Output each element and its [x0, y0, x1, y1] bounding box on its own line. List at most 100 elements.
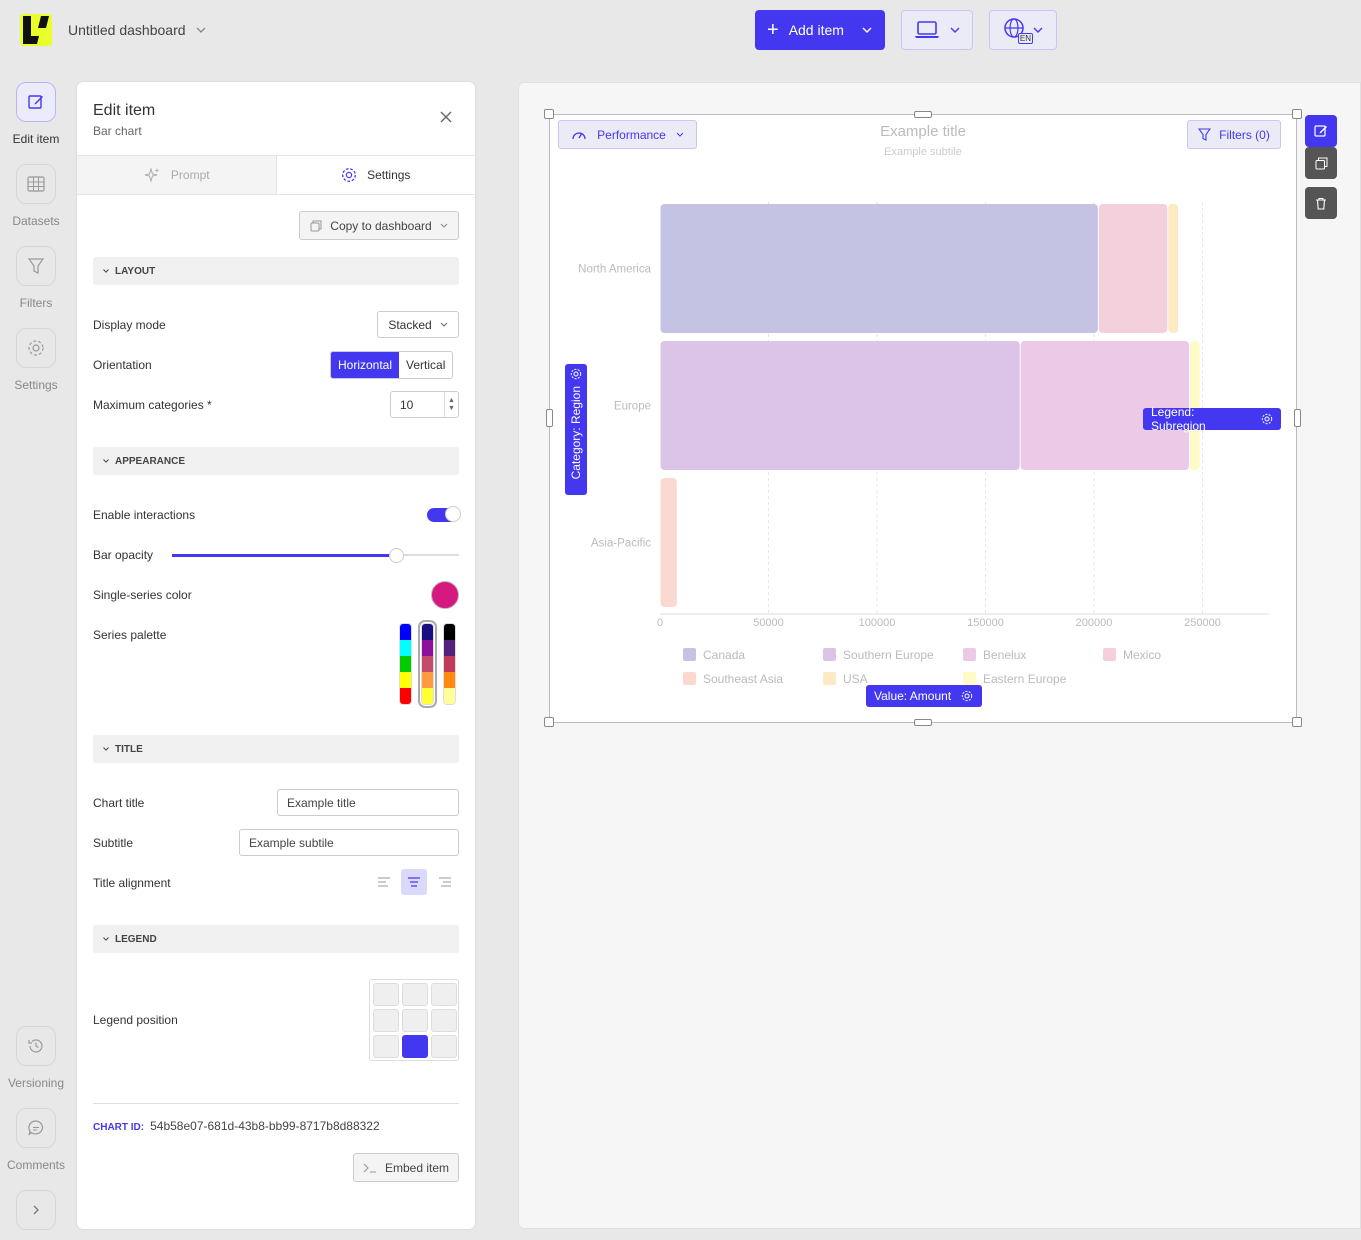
resize-handle-bottom-left[interactable]	[544, 717, 554, 727]
single-series-color-swatch[interactable]	[431, 581, 459, 609]
legend-pos-bottom-center[interactable]	[402, 1035, 428, 1058]
resize-handle-bottom[interactable]	[914, 719, 932, 726]
palette-option[interactable]	[443, 623, 456, 705]
interactions-toggle[interactable]	[427, 506, 461, 522]
legend-pos-top-center[interactable]	[402, 983, 428, 1006]
performance-dropdown[interactable]: Performance	[558, 120, 697, 149]
subtitle-input[interactable]: Example subtile	[239, 829, 459, 856]
legend-pos-middle-left[interactable]	[373, 1009, 399, 1032]
rail-versioning-button[interactable]	[16, 1026, 56, 1066]
legend-pos-middle-right[interactable]	[431, 1009, 457, 1032]
chart-subtitle: Example subtile	[884, 146, 962, 158]
dashboard-title-dropdown[interactable]: Untitled dashboard	[68, 22, 206, 38]
align-right-button[interactable]	[432, 869, 458, 895]
resize-handle-top[interactable]	[914, 111, 932, 118]
bar-segment	[660, 204, 1098, 333]
edit-item-panel: Edit item Bar chart Prompt Settings Copy…	[77, 82, 475, 1229]
app-logo[interactable]	[20, 14, 52, 46]
gear-icon	[341, 167, 357, 183]
display-mode-value: Stacked	[388, 317, 432, 332]
embed-item-button[interactable]: Embed item	[353, 1153, 459, 1182]
x-tick-label: 250000	[1184, 617, 1221, 629]
chevron-down-icon	[103, 747, 109, 751]
bar-segment	[660, 478, 677, 607]
palette-option[interactable]	[399, 623, 412, 705]
device-preview-button[interactable]	[901, 10, 973, 50]
legend-position-grid	[369, 979, 459, 1061]
trash-icon	[1315, 197, 1327, 210]
edit-card-button[interactable]	[1305, 115, 1337, 147]
legend-label: USA	[843, 672, 868, 686]
legend-label: Eastern Europe	[983, 672, 1067, 686]
delete-card-button[interactable]	[1305, 187, 1337, 219]
chevron-down-icon	[676, 132, 684, 137]
interactions-label: Enable interactions	[93, 508, 196, 522]
max-categories-input[interactable]: 10 ▲ ▼	[390, 391, 459, 418]
tab-settings[interactable]: Settings	[277, 156, 476, 194]
rail-settings-button[interactable]	[16, 328, 56, 368]
resize-handle-right[interactable]	[1294, 409, 1301, 427]
gear-icon	[570, 368, 582, 380]
display-mode-label: Display mode	[93, 318, 166, 332]
copy-to-dashboard-button[interactable]: Copy to dashboard	[299, 211, 459, 240]
filter-icon	[28, 258, 44, 274]
copy-icon	[310, 220, 322, 232]
tab-settings-label: Settings	[367, 168, 411, 182]
language-code: EN	[1017, 33, 1033, 44]
resize-handle-left[interactable]	[546, 409, 553, 427]
palette-option[interactable]	[418, 620, 437, 708]
bar-opacity-handle[interactable]	[389, 548, 404, 563]
rail-filters-button[interactable]	[16, 246, 56, 286]
rail-edit-item-button[interactable]	[16, 82, 56, 122]
filters-button[interactable]: Filters (0)	[1187, 120, 1281, 149]
x-tick-label: 100000	[859, 617, 896, 629]
number-stepper[interactable]: ▲ ▼	[444, 392, 458, 417]
legend-pos-top-right[interactable]	[431, 983, 457, 1006]
legend-pos-bottom-left[interactable]	[373, 1035, 399, 1058]
legend-pos-middle-center[interactable]	[402, 1009, 428, 1032]
rail-comments-button[interactable]	[16, 1108, 56, 1148]
category-field-chip[interactable]: Category: Region	[565, 364, 587, 495]
comment-icon	[27, 1119, 45, 1137]
title-section-header[interactable]: TITLE	[93, 735, 459, 763]
category-field-label: Category: Region	[569, 386, 583, 480]
category-label: Asia-Pacific	[591, 538, 651, 550]
chart-title-input[interactable]: Example title	[277, 789, 459, 816]
tab-prompt[interactable]: Prompt	[77, 156, 277, 194]
dashboard-title: Untitled dashboard	[68, 22, 186, 38]
value-field-chip[interactable]: Value: Amount	[866, 685, 982, 707]
legend-pos-bottom-right[interactable]	[431, 1035, 457, 1058]
legend-pos-top-left[interactable]	[373, 983, 399, 1006]
align-left-button[interactable]	[371, 869, 397, 895]
legend-field-chip[interactable]: Legend: Subregion	[1143, 405, 1281, 433]
rail-expand-button[interactable]	[16, 1190, 56, 1230]
resize-handle-bottom-right[interactable]	[1292, 717, 1302, 727]
edit-icon	[1314, 124, 1328, 138]
rail-label-datasets: Datasets	[12, 214, 60, 228]
display-mode-select[interactable]: Stacked	[377, 311, 459, 338]
legend-label: Southeast Asia	[703, 672, 783, 686]
orientation-horizontal[interactable]: Horizontal	[331, 352, 400, 378]
orientation-vertical[interactable]: Vertical	[406, 358, 446, 372]
rail-datasets-button[interactable]	[16, 164, 56, 204]
palette-swatch	[400, 688, 411, 704]
appearance-section-header[interactable]: APPEARANCE	[93, 447, 459, 475]
align-center-button[interactable]	[401, 869, 427, 895]
chart-id-value: 54b58e07-681d-43b8-bb99-8717b8d88322	[150, 1119, 380, 1133]
resize-handle-top-left[interactable]	[544, 109, 554, 119]
duplicate-card-button[interactable]	[1305, 147, 1337, 179]
bar-segment	[1098, 204, 1168, 333]
terminal-icon	[363, 1163, 377, 1173]
resize-handle-top-right[interactable]	[1292, 109, 1302, 119]
add-item-button[interactable]: + Add item	[755, 10, 885, 50]
toggle-knob	[445, 506, 461, 522]
x-tick-label: 200000	[1076, 617, 1113, 629]
layout-section-header[interactable]: LAYOUT	[93, 257, 459, 285]
chevron-down-icon	[196, 27, 206, 33]
bar-opacity-fill	[172, 554, 396, 557]
max-categories-value: 10	[400, 397, 414, 412]
close-icon[interactable]	[440, 111, 452, 123]
language-button[interactable]: EN	[989, 10, 1057, 50]
legend-section-header[interactable]: LEGEND	[93, 925, 459, 953]
palette-swatch	[444, 624, 455, 640]
